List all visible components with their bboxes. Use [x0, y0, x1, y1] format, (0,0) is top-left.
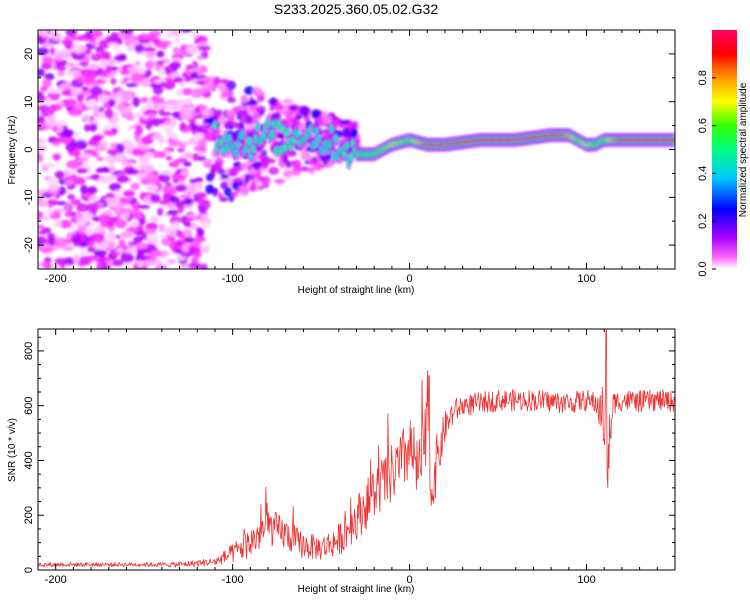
spectrogram-y-tick-label: 20 [23, 48, 35, 60]
spectrogram-x-tick-label: -200 [45, 273, 67, 285]
snr-panel: -200 -100 0 100 0 200 400 600 800 Height of stra… [7, 328, 676, 595]
snr-ticks: -200 -100 0 100 0 200 400 600 800 [23, 329, 675, 586]
snr-frame [37, 328, 676, 571]
snr-x-tick-label: 100 [577, 574, 595, 586]
colorbar-tick-label: 0.2 [697, 214, 709, 229]
snr-x-label: Height of straight line (km) [298, 584, 415, 595]
spectrogram-x-tick-label: 0 [407, 273, 413, 285]
colorbar-tick-label: 0.6 [697, 118, 709, 133]
snr-x-tick-label: 0 [407, 574, 413, 586]
snr-y-tick-label: 800 [23, 342, 35, 360]
snr-y-label: SNR (10 * v/v) [7, 418, 18, 482]
spectrogram-heatmap [38, 30, 675, 269]
spectrogram-x-label: Height of straight line (km) [298, 285, 415, 296]
snr-y-tick-label: 600 [23, 397, 35, 415]
colorbar: 0.0 0.2 0.4 0.6 0.8 Normalized spectral ampl… [697, 30, 749, 277]
spectrogram-y-tick-label: -20 [23, 237, 35, 253]
colorbar-ticks: 0.0 0.2 0.4 0.6 0.8 [697, 70, 716, 277]
spectrogram-x-tick-label: 100 [577, 273, 595, 285]
snr-y-tick-label: 200 [23, 506, 35, 524]
spectrogram-x-tick-label: -100 [222, 273, 244, 285]
colorbar-tick-label: 0.0 [697, 261, 709, 276]
colorbar-gradient [712, 30, 737, 269]
colorbar-tick-label: 0.8 [697, 70, 709, 85]
spectrogram-y-label: Frequency (Hz) [7, 116, 18, 185]
snr-series-line [38, 329, 675, 568]
snr-x-tick-label: -200 [45, 574, 67, 586]
spectrogram-y-tick-label: 0 [23, 146, 35, 152]
spectrogram-y-tick-label: 10 [23, 96, 35, 108]
snr-y-tick-label: 0 [23, 567, 35, 573]
spectrogram-y-tick-label: -10 [23, 189, 35, 205]
colorbar-tick-label: 0.4 [697, 166, 709, 181]
snr-x-tick-label: -100 [222, 574, 244, 586]
figure-title: S233.2025.360.05.02.G32 [274, 1, 438, 17]
signal-ridge [211, 116, 675, 170]
snr-y-tick-label: 400 [23, 451, 35, 469]
colorbar-label: Normalized spectral amplitude [738, 82, 749, 217]
